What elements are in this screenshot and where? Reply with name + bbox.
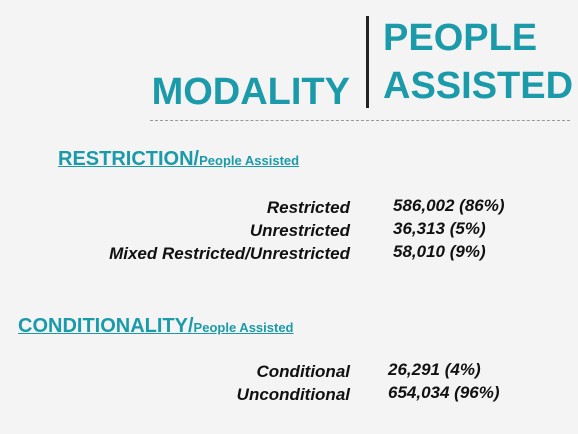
row-label: Restricted (266, 198, 350, 217)
row-label: Unrestricted (249, 221, 350, 240)
row-value: 26,291 (4%) (388, 360, 481, 379)
row-value: 36,313 (5%) (393, 219, 486, 238)
row-value: 586,002 (86%) (393, 196, 505, 215)
section-subtitle: People Assisted (193, 320, 294, 335)
section-title: RESTRICTION/ (58, 148, 200, 170)
row-label: Unconditional (236, 385, 350, 404)
dashed-rule (150, 120, 570, 121)
title-right-1: PEOPLE (383, 17, 538, 59)
title-left: MODALITY (151, 71, 350, 113)
section-subtitle: People Assisted (199, 153, 300, 168)
divider (366, 16, 369, 108)
section-title: CONDITIONALITY/People Assisted (18, 315, 294, 338)
row-label: Mixed Restricted/Unrestricted (109, 244, 350, 263)
row-label: Conditional (256, 362, 350, 381)
section-title: RESTRICTION/People Assisted (58, 148, 299, 171)
title-right-2: ASSISTED (383, 65, 574, 107)
row-value: 58,010 (9%) (393, 242, 486, 261)
row-value: 654,034 (96%) (388, 383, 500, 402)
section-title: CONDITIONALITY/ (18, 315, 194, 337)
